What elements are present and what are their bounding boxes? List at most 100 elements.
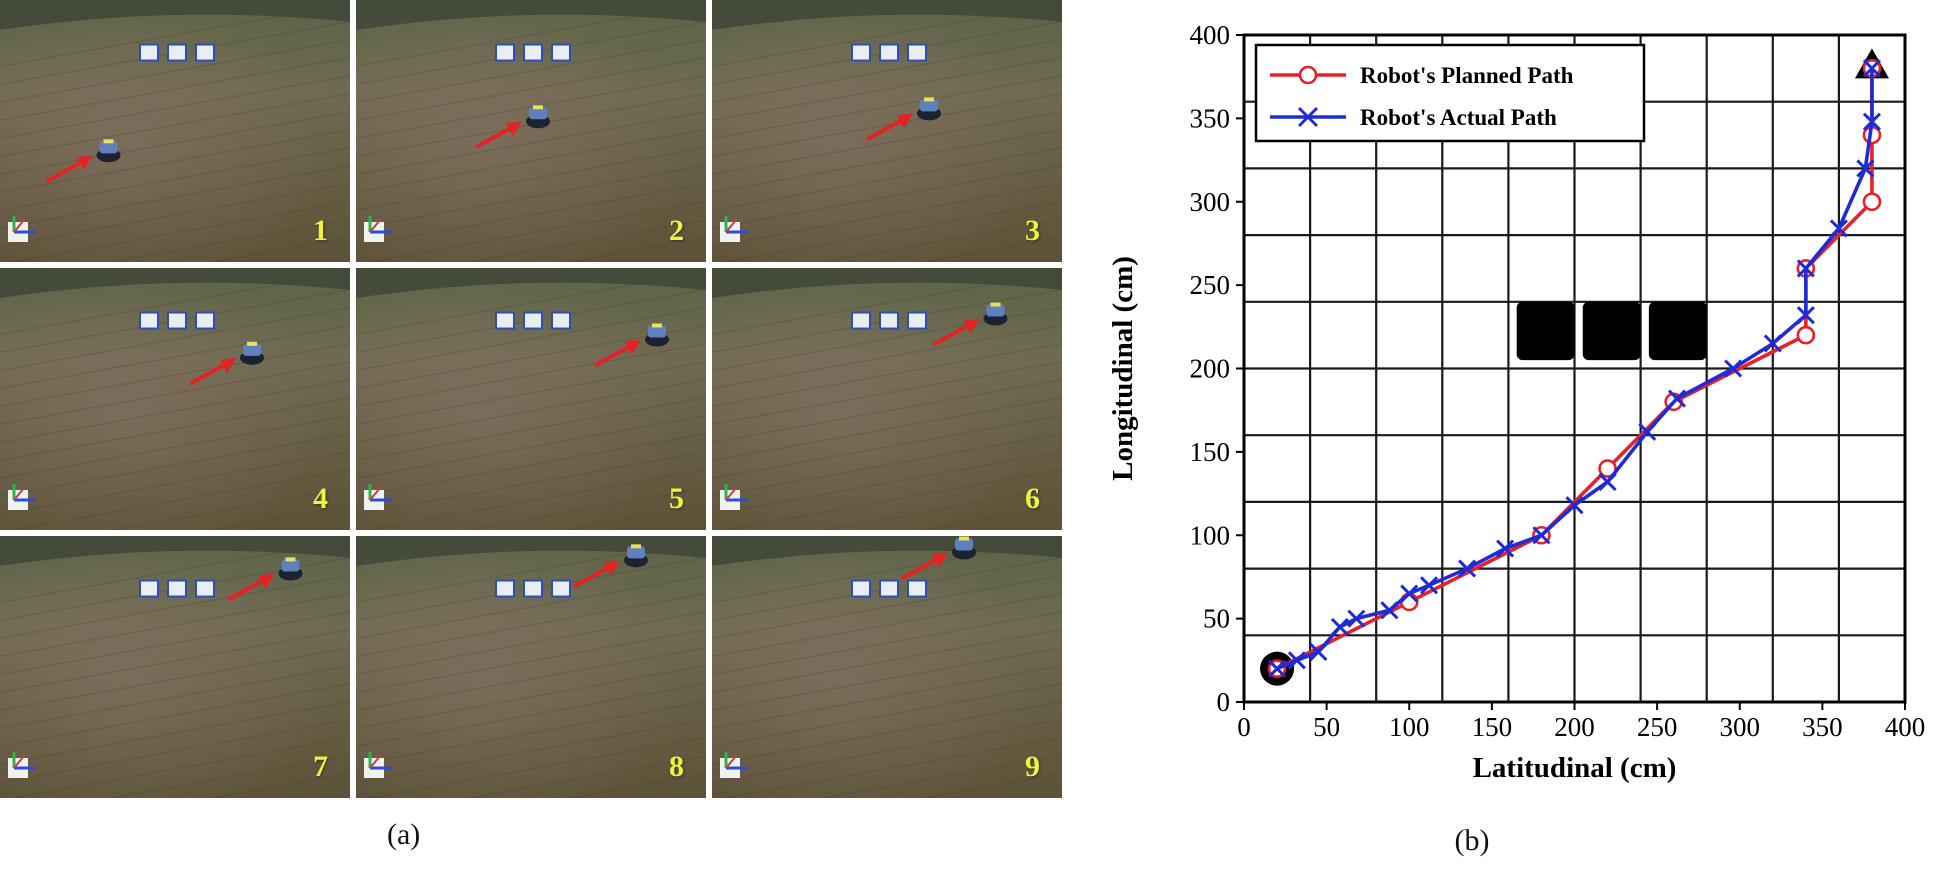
obstacle-block (1516, 301, 1575, 361)
floor-plank-line (712, 451, 1062, 515)
floor-plank-line (356, 701, 706, 765)
x-tick-label: 400 (1885, 712, 1926, 742)
robot-photo-grid: 1 2 3 4 5 6 7 8 9 (0, 0, 1062, 798)
origin-axes-icon (364, 216, 392, 242)
robot (278, 557, 303, 581)
floor-plank-line (0, 93, 350, 157)
floor-plank-line (356, 165, 706, 229)
x-axis-label: Latitudinal (cm) (1473, 752, 1677, 784)
robot (240, 341, 264, 365)
obstacle-marker (523, 579, 543, 598)
obstacle-marker (879, 43, 899, 62)
actual-path-point-stroke (1458, 559, 1477, 578)
actual-path-point (1330, 617, 1349, 637)
arrow-icon (866, 113, 913, 142)
floor-plank-line (356, 683, 706, 747)
obstacle-marker (879, 579, 899, 598)
actual-path-point-stroke (1796, 259, 1815, 278)
floor-plank-line (712, 397, 1062, 461)
floor-plank-line (712, 75, 1062, 139)
obstacle-marker (139, 311, 159, 330)
floor-plank-line (110, 219, 350, 262)
robot (526, 105, 550, 129)
chart-canvas: 0 50 100 150 200 250 300 350 400 0 50 100 150 200 250 3… (1107, 20, 1926, 857)
actual-path-point (1763, 334, 1782, 353)
floor-plank-line (356, 719, 706, 783)
actual-path-point-stroke (1667, 389, 1687, 408)
floor-plank-line (822, 219, 1062, 262)
floor-plank-line (211, 237, 350, 262)
floor-plank-line (712, 129, 1062, 193)
floor-plank-line (366, 469, 706, 530)
planned-path-point (1796, 325, 1816, 345)
y-tick-label: 200 (1190, 354, 1231, 384)
planned-path-point (1862, 192, 1882, 212)
actual-path-point (1829, 219, 1848, 238)
frame-number: 6 (1025, 482, 1040, 515)
floor-plank-line (0, 665, 350, 729)
legend-label: Robot's Planned Path (1360, 63, 1574, 88)
floor-plank-line (356, 183, 706, 247)
actual-path-point-stroke (1862, 59, 1882, 78)
floor-plank-line (356, 415, 706, 479)
robot (983, 302, 1008, 326)
photo-frame: 9 (712, 536, 1062, 798)
floor-scene (356, 268, 706, 530)
floor-plank-line (0, 165, 350, 229)
floor-plank-line (712, 415, 1062, 479)
floor-plank-line (356, 575, 706, 639)
floor-plank-line (0, 271, 350, 335)
floor-plank-line (712, 3, 1062, 67)
photo-frame: 8 (356, 536, 706, 798)
actual-path-point (1496, 539, 1515, 558)
floor-plank-line (712, 165, 1062, 229)
robot (96, 139, 121, 163)
floor-plank-line (356, 39, 706, 103)
obstacle-marker (879, 311, 899, 330)
arrow-icon (475, 121, 522, 150)
obstacle-marker (551, 579, 571, 598)
actual-path-point (1565, 496, 1584, 515)
actual-path-point-stroke (1862, 112, 1882, 131)
photo-frame: 7 (0, 536, 350, 798)
floor-plank-line (356, 539, 706, 603)
actual-path-point (1796, 259, 1815, 278)
floor-plank-line (356, 57, 706, 121)
planned-path-line (1276, 68, 1874, 671)
obstacle-marker (195, 311, 215, 330)
obstacle-marker (195, 579, 215, 598)
obstacle-marker (851, 43, 871, 62)
floor-plank-line (0, 683, 350, 747)
y-tick-label: 0 (1217, 687, 1231, 717)
obstacle-marker (167, 311, 187, 330)
floor-plank-line (356, 647, 706, 711)
origin-axes-icon (364, 484, 392, 510)
actual-path-point (1856, 159, 1875, 178)
floor-plank-line (356, 665, 706, 729)
floor-plank-line (356, 629, 706, 693)
x-tick-label: 50 (1313, 712, 1340, 742)
actual-path-point-stroke (1796, 306, 1815, 325)
floor-plank-line (356, 75, 706, 139)
obstacle-marker (167, 579, 187, 598)
actual-path-point (1400, 584, 1419, 603)
actual-path-point (1862, 59, 1882, 78)
floor-plank-line (211, 505, 350, 530)
floor-plank-line (366, 737, 706, 798)
arrow-icon (901, 552, 948, 581)
floor-plank-line (356, 343, 706, 407)
floor-plank-line (0, 719, 350, 783)
path-chart: 0 50 100 150 200 250 300 350 400 0 50 100 150 200 250 3… (1100, 0, 1950, 876)
x-tick-label: 250 (1637, 712, 1678, 742)
obstacle-marker (139, 579, 159, 598)
legend: Robot's Planned Path Robot's Actual Path (1254, 43, 1646, 143)
floor-plank-line (722, 201, 1062, 262)
floor-plank-line (356, 451, 706, 515)
floor-plank-line (0, 611, 350, 675)
actual-path-point (1862, 112, 1882, 131)
frame-number: 4 (313, 482, 328, 515)
obstacle-marker (907, 579, 927, 598)
y-tick-label: 350 (1190, 103, 1231, 133)
floor-plank-line (356, 271, 706, 335)
floor-plank-line (712, 629, 1062, 693)
